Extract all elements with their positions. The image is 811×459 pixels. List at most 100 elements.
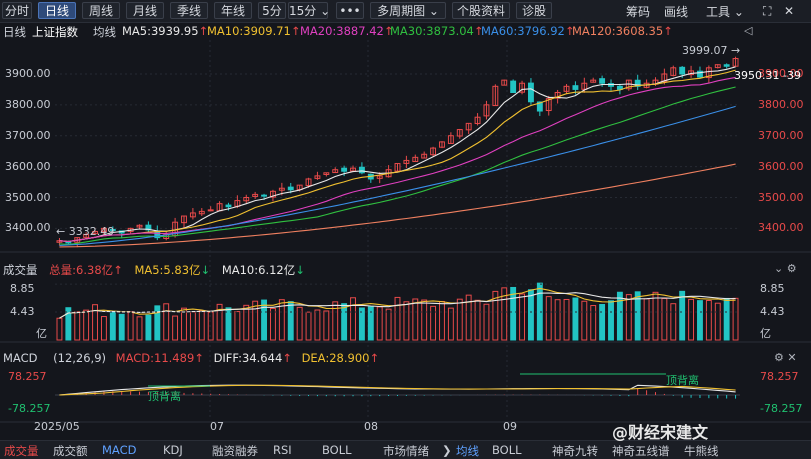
period-button-10[interactable]: 个股资料 [452, 2, 510, 19]
candle-down [510, 80, 517, 94]
price-tick-l-5: 3400.00 [5, 221, 51, 235]
candle-up [545, 98, 552, 112]
period-button-8[interactable]: ••• [336, 2, 364, 19]
candle-down [287, 186, 294, 191]
indicator-tab-5[interactable]: RSI [273, 443, 292, 457]
kline-chart[interactable] [0, 40, 811, 440]
volume-unit-right: 亿 [760, 327, 771, 340]
period-button-0[interactable]: 分时 [2, 2, 32, 19]
period-button-9[interactable]: 多周期图 ⌄ [370, 2, 446, 19]
candle-up [270, 190, 276, 198]
volume-unit: 亿 [36, 327, 47, 340]
candle-up [207, 209, 214, 212]
ma60-value: MA60:3796.92↑ [481, 24, 575, 38]
ma30-line [59, 86, 736, 246]
period-button-4[interactable]: 季线 [170, 2, 208, 19]
candle-up [581, 82, 588, 90]
indicator-tab-1[interactable]: 成交额 [53, 444, 88, 458]
macd-divergence-left: 顶背离 [148, 390, 181, 403]
volume-bar-down [65, 307, 72, 341]
volume-bar-up [545, 296, 552, 341]
volume-bar-up [421, 299, 428, 341]
indicator-tab-3[interactable]: KDJ [163, 443, 183, 457]
up-arrow-icon: ↑ [564, 24, 575, 38]
volume-bar-up [100, 316, 107, 341]
close-window-button[interactable]: ✕ [784, 4, 795, 18]
draw-line-button[interactable]: 画线 [664, 5, 689, 19]
up-arrow-icon: ↑ [290, 24, 301, 38]
candle-up [252, 193, 259, 197]
indicator-tab-4[interactable]: 融资融券 [212, 444, 258, 458]
chevron-down-icon: ⌄ [733, 5, 744, 19]
macd-settings-icon[interactable]: ⚙ [774, 351, 784, 364]
candle-down [261, 194, 268, 197]
overlay-tab-1[interactable]: BOLL [492, 443, 522, 457]
volume-bar-down [367, 306, 374, 341]
indicator-tab-7[interactable]: 市场情绪 [383, 444, 429, 458]
period-button-7[interactable]: 15分 ⌄ [288, 2, 331, 19]
indicator-tab-0[interactable]: 成交量 [4, 444, 39, 458]
volume-bar-up [332, 301, 339, 341]
volume-bar-up [652, 291, 659, 341]
candle-up [100, 227, 107, 232]
overlay-tab-0[interactable]: 均线 [456, 444, 479, 458]
volume-panel-header: 成交量 总量:6.38亿↑ MA5:5.83亿↓ MA10:6.12亿↓ [3, 262, 305, 278]
candle-up [714, 64, 721, 69]
volume-bar-up [670, 303, 677, 341]
macd-value: MACD:11.489 [115, 351, 195, 365]
volume-bar-up [314, 309, 321, 341]
volume-bar-down [510, 286, 517, 341]
volume-settings-icon[interactable]: ⚙ [786, 262, 797, 275]
candle-down [109, 228, 116, 231]
volume-bar-up [216, 303, 223, 341]
up-arrow-icon: ↑ [383, 24, 394, 38]
macd-close-icon[interactable]: ✕ [787, 351, 797, 364]
candle-up [305, 178, 312, 187]
indicator-tab-2[interactable]: MACD [102, 443, 137, 457]
ma-settings-label[interactable]: 均线 [93, 25, 116, 39]
candle-up [350, 167, 356, 172]
chips-button[interactable]: 筹码 [626, 5, 651, 19]
volume-bar-up [181, 307, 187, 341]
price-tick-l-4: 3500.00 [5, 190, 51, 204]
price-tick-r-5: 3400.00 [758, 221, 804, 235]
candle-up [483, 104, 490, 117]
period-button-11[interactable]: 诊股 [516, 2, 552, 19]
volume-bar-up [483, 303, 490, 341]
high-price-marker: 3999.07 → [682, 44, 741, 57]
volume-down-icon[interactable]: ⌄ [774, 262, 784, 275]
volume-bar-up [732, 297, 739, 341]
volume-bar-down [225, 307, 232, 341]
overlay-tab-2[interactable]: 神奇九转 [552, 444, 598, 458]
volume-bar-up [661, 298, 668, 341]
period-button-3[interactable]: 月线 [126, 2, 164, 19]
period-button-5[interactable]: 年线 [214, 2, 252, 19]
indicator-tabs [0, 440, 811, 459]
volume-bar-down [109, 311, 116, 341]
ma10-value: MA10:3909.71↑ [207, 24, 301, 38]
volume-bar-up [447, 307, 454, 341]
period-button-2[interactable]: 周线 [82, 2, 120, 19]
volume-bar-up [403, 301, 410, 341]
volume-bar-up [127, 311, 134, 341]
ma5-value: MA5:3939.95↑ [122, 24, 209, 38]
tools-menu-button[interactable]: 工具 ⌄ [706, 3, 744, 20]
period-button-1[interactable]: 日线 [38, 2, 76, 19]
more-indicators-icon[interactable]: ❯ [442, 443, 452, 457]
candle-up [492, 85, 499, 107]
candle-up [412, 156, 419, 163]
overlay-tab-3[interactable]: 神奇五线谱 [612, 444, 670, 458]
volume-bar-up [501, 287, 508, 341]
hide-panel-icon[interactable]: ◁ [744, 24, 753, 37]
candle-up [83, 234, 90, 238]
indicator-tab-6[interactable]: BOLL [322, 443, 352, 457]
candle-up [474, 116, 481, 125]
expand-window-button[interactable]: ⛶ [763, 4, 772, 18]
overlay-tab-4[interactable]: 牛熊线 [684, 444, 719, 458]
volume-tick-mid: 4.43 [10, 305, 35, 318]
watermark: @财经宋建文 [612, 423, 709, 442]
macd-tick-low: -78.257 [8, 402, 51, 415]
period-button-6[interactable]: 5分 [258, 2, 286, 19]
volume-bar-down [261, 299, 268, 341]
volume-bar-up [688, 298, 695, 341]
